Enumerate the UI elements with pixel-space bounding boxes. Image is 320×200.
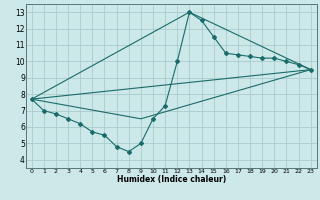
X-axis label: Humidex (Indice chaleur): Humidex (Indice chaleur) (116, 175, 226, 184)
